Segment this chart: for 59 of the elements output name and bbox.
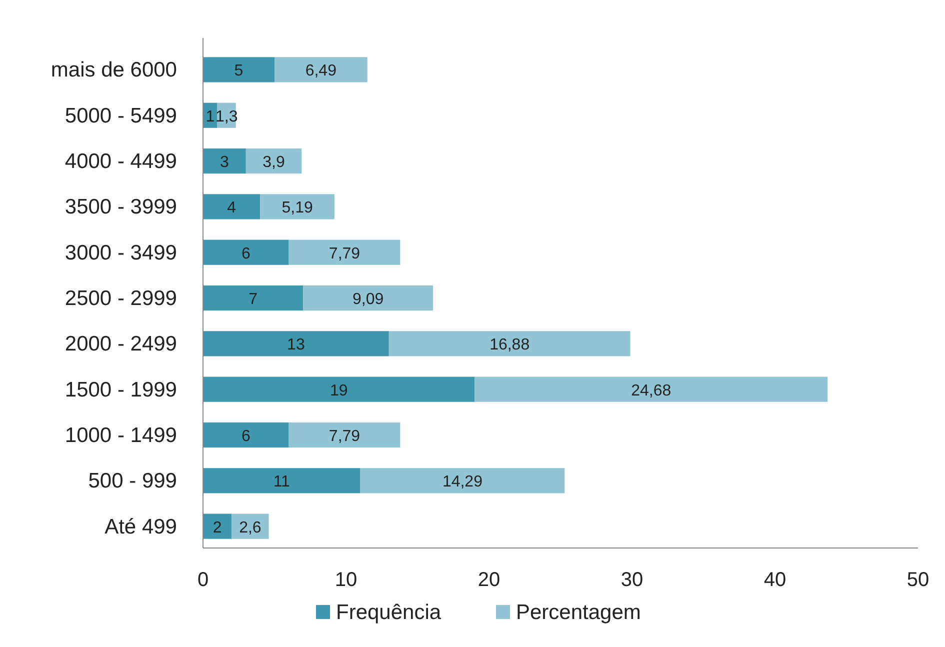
legend-label: Frequência [336, 601, 442, 624]
data-label: 3 [220, 154, 229, 172]
y-tick-label: 2000 - 2499 [64, 332, 177, 356]
bar [246, 148, 302, 174]
data-label: 16,88 [490, 336, 530, 354]
y-tick-label: 1500 - 1999 [64, 378, 177, 402]
bar [288, 240, 400, 265]
data-label: 2,6 [239, 519, 262, 536]
data-label: 14,29 [442, 474, 483, 491]
bar [388, 331, 630, 356]
data-label: 6 [241, 245, 250, 262]
data-label: 24,68 [631, 382, 672, 400]
data-label: 6 [241, 428, 250, 445]
bar [360, 468, 565, 494]
bar [203, 148, 246, 174]
bar [203, 285, 304, 311]
bar [203, 240, 289, 265]
y-tick-label: mais de 6000 [50, 58, 177, 82]
x-tick-label: 20 [478, 569, 500, 591]
data-label: 3,9 [262, 154, 286, 172]
bar [203, 468, 360, 494]
y-tick-label: 5000 - 5499 [64, 104, 177, 128]
x-tick-label: 10 [334, 569, 358, 591]
bar [474, 376, 828, 402]
y-tick-label: 3500 - 3999 [64, 196, 177, 219]
y-tick-label: 3000 - 3499 [64, 241, 177, 264]
data-label: 5,19 [282, 200, 313, 217]
x-tick-label: 50 [906, 569, 930, 591]
y-tick-label: Até 499 [104, 515, 177, 538]
data-label: 6,49 [305, 62, 337, 80]
bar [203, 514, 232, 539]
data-label: 1 [206, 108, 215, 126]
data-label: 11 [273, 474, 290, 491]
data-label: 5 [234, 62, 244, 80]
data-label: 7 [248, 291, 258, 308]
data-label: 4 [227, 200, 236, 217]
bar [288, 422, 400, 448]
bar [203, 194, 260, 220]
x-tick-label: 40 [764, 569, 786, 591]
bar [203, 376, 475, 402]
data-label: 7,79 [328, 245, 360, 262]
data-label: 7,79 [328, 428, 360, 445]
bar [203, 422, 289, 448]
x-tick-label: 0 [197, 569, 209, 591]
data-label: 19 [330, 382, 348, 400]
legend-label: Percentagem [516, 601, 641, 624]
bar [303, 285, 434, 311]
data-label: 13 [287, 336, 305, 354]
bar [203, 57, 274, 82]
y-tick-label: 4000 - 4499 [64, 150, 177, 174]
bar [203, 331, 389, 356]
y-tick-label: 500 - 999 [88, 470, 177, 493]
x-tick-label: 30 [620, 569, 644, 591]
bar [274, 57, 368, 82]
bar [260, 194, 334, 220]
y-tick-label: 2500 - 2999 [64, 287, 177, 310]
data-label: 2 [212, 519, 222, 536]
data-label: 9,09 [352, 291, 384, 308]
y-tick-label: 1000 - 1499 [64, 424, 177, 447]
